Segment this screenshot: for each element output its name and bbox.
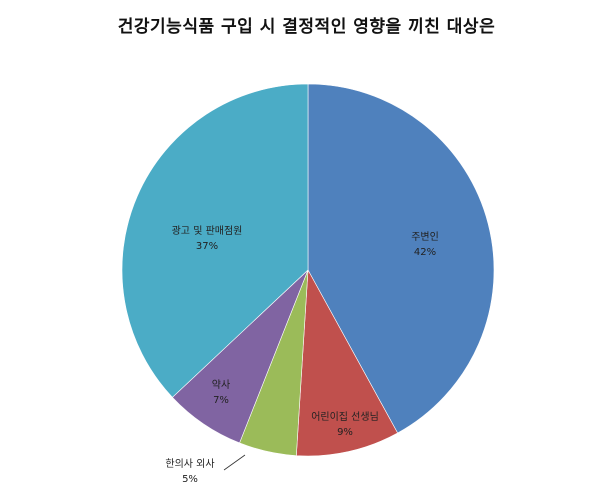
pie-slices [121,83,495,457]
slice-value-주변인: 42% [414,247,436,258]
pie-slice-광고-및-판매점원 [121,83,309,398]
slice-value-광고-및-판매점원: 37% [196,241,218,252]
pie-slice-어린이집-선생님 [296,268,399,457]
slice-value-약사: 7% [213,395,229,406]
slice-label-약사: 약사 [212,379,230,391]
pie-labels: 주변인 42% 어린이집 선생님 9% 한의사 외사 5% 약사 7% 광고 및 판매점원 37% [165,225,438,485]
slice-value-어린이집-선생님: 9% [337,427,353,438]
slice-label-광고-및-판매점원: 광고 및 판매점원 [172,225,243,237]
slice-label-어린이집-선생님: 어린이집 선생님 [311,411,379,423]
slice-label-주변인: 주변인 [411,231,439,243]
pie-slice-주변인 [307,83,495,434]
slice-label-한의사-외사: 한의사 외사 [165,458,214,470]
slice-value-한의사-외사: 5% [182,474,198,485]
chart-title: 건강기능식품 구입 시 결정적인 영향을 끼친 대상은 [117,17,496,37]
leader-line-한의사-외사 [223,454,246,471]
